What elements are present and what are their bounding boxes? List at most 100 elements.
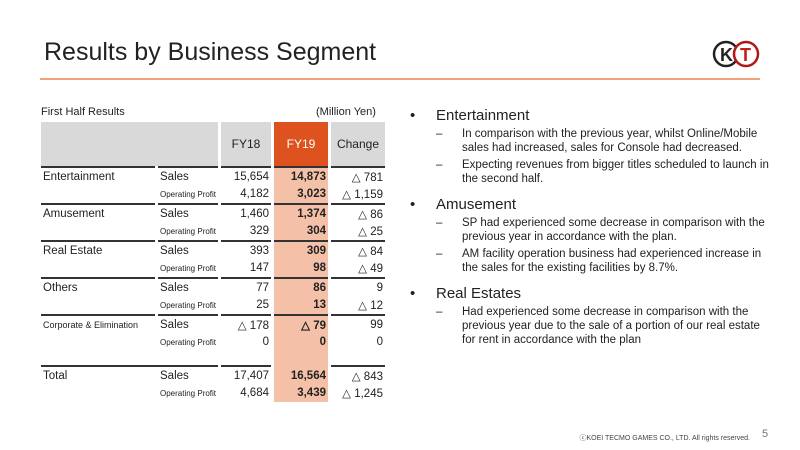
section: • Real Estates – Had experienced some decre… <box>410 285 770 347</box>
metric-label: Sales <box>158 314 218 334</box>
segment-name <box>41 297 155 315</box>
fy19-value: 0 <box>274 333 328 351</box>
fy18-value: 25 <box>256 299 269 312</box>
metric-label: Operating Profit <box>160 189 217 199</box>
item-text: AM facility operation business had exper… <box>462 248 762 274</box>
change-value: △ 1,159 <box>342 189 383 202</box>
segment-name: Others <box>41 277 155 297</box>
table-row: Operating Profit 4,684 3,439 △ 1,245 <box>41 384 385 403</box>
table-row: Amusement Sales 1,460 1,374 △ 86 <box>41 203 385 223</box>
section: • Amusement – SP had experienced some decre… <box>410 196 770 275</box>
section-item: – In comparison with the previous year, w… <box>436 127 770 155</box>
change-value: △ 1,245 <box>342 388 383 401</box>
fy19-value: 86 <box>274 277 328 297</box>
metric-label: Operating Profit <box>160 263 217 273</box>
segment-name <box>41 385 155 403</box>
table-row: Others Sales 77 86 9 <box>41 277 385 297</box>
table-row: Operating Profit 329 304 △ 25 <box>41 222 385 241</box>
header-change: Change <box>331 122 385 166</box>
segment-name <box>41 260 155 278</box>
metric-label: Sales <box>158 277 218 297</box>
table-caption: First Half Results <box>41 106 125 118</box>
svg-text:K: K <box>720 45 733 65</box>
section-heading: Amusement <box>436 196 517 213</box>
page-number: 5 <box>762 428 769 440</box>
fy18-value: 0 <box>262 336 269 349</box>
fy19-value: 309 <box>274 240 328 260</box>
table-header-row: FY18 FY19 Change <box>41 122 385 166</box>
metric-label: Operating Profit <box>160 226 217 236</box>
fy19-value: 1,374 <box>274 203 328 223</box>
segment-name: Total <box>43 369 68 382</box>
table-row: Real Estate Sales 393 309 △ 84 <box>41 240 385 260</box>
fy18-value: 329 <box>249 225 269 238</box>
metric-label: Sales <box>158 240 218 260</box>
section-item: – SP had experienced some decrease in com… <box>436 216 770 244</box>
item-text: SP had experienced some decrease in comp… <box>462 217 765 243</box>
section: • Entertainment – In comparison with the pr… <box>410 107 770 186</box>
metric-label: Operating Profit <box>160 388 217 398</box>
fy18-value: 4,684 <box>240 387 269 400</box>
bullet-icon: • <box>410 196 416 213</box>
segment-name <box>41 334 155 352</box>
change-value: △ 12 <box>358 300 383 313</box>
header-fy18: FY18 <box>221 122 271 166</box>
copyright: ⓒKOEI TECMO GAMES CO., LTD. All rights r… <box>579 435 750 442</box>
segment-name: Real Estate <box>41 240 155 260</box>
table-row: Corporate & Elimination Sales △ 178 △ 79… <box>41 314 385 334</box>
item-text: In comparison with the previous year, wh… <box>462 128 758 154</box>
metric-label: Sales <box>160 369 189 382</box>
fy19-value: 13 <box>274 296 328 314</box>
fy18-value: 4,182 <box>240 188 269 201</box>
table-row: Operating Profit 147 98 △ 49 <box>41 259 385 278</box>
segment-name: Amusement <box>41 203 155 223</box>
table-row: Total Sales 17,407 16,564 △ 843 <box>41 367 385 385</box>
fy19-value: 304 <box>274 222 328 240</box>
fy18-value: 17,407 <box>233 369 269 382</box>
dash-icon: – <box>436 306 443 318</box>
bullet-icon: • <box>410 285 416 302</box>
metric-label: Operating Profit <box>160 300 217 310</box>
koei-tecmo-logo: K T <box>712 40 760 68</box>
commentary: • Entertainment – In comparison with the pr… <box>410 107 770 357</box>
change-value: △ 49 <box>358 263 383 276</box>
change-value: △ 781 <box>331 166 385 186</box>
fy19-value: 14,873 <box>274 166 328 186</box>
section-item: – Expecting revenues from bigger titles s… <box>436 158 770 186</box>
unit-label: (Million Yen) <box>316 106 376 118</box>
section-item: – AM facility operation business had expe… <box>436 247 770 275</box>
fy19-value: 3,439 <box>274 384 328 402</box>
item-text: Expecting revenues from bigger titles sc… <box>462 159 769 185</box>
dash-icon: – <box>436 217 443 229</box>
change-value: 0 <box>376 336 383 349</box>
segment-name: Corporate & Elimination <box>41 314 155 334</box>
svg-text:T: T <box>740 45 751 65</box>
dash-icon: – <box>436 248 443 260</box>
fy18-value: 15,654 <box>221 166 271 186</box>
section-heading: Entertainment <box>436 107 530 124</box>
metric-label: Operating Profit <box>160 337 217 347</box>
fy18-value: 1,460 <box>221 203 271 223</box>
fy19-value: 16,564 <box>274 367 328 385</box>
change-value: 99 <box>331 314 385 334</box>
header-blank <box>41 122 218 166</box>
item-text: Had experienced some decrease in compari… <box>462 306 760 346</box>
segment-name <box>41 223 155 241</box>
fy19-value: △ 79 <box>274 314 328 334</box>
header-fy19: FY19 <box>274 122 328 166</box>
change-value: 9 <box>331 277 385 297</box>
metric-label: Sales <box>158 203 218 223</box>
title-divider <box>40 78 760 80</box>
segment-name <box>41 186 155 204</box>
change-value: △ 84 <box>331 240 385 260</box>
fy19-value: 98 <box>274 259 328 277</box>
table-row: Entertainment Sales 15,654 14,873 △ 781 <box>41 166 385 186</box>
dash-icon: – <box>436 159 443 171</box>
bullet-icon: • <box>410 107 416 124</box>
change-value: △ 25 <box>358 226 383 239</box>
results-table: FY18 FY19 Change Entertainment Sales 15,… <box>38 122 388 402</box>
dash-icon: – <box>436 128 443 140</box>
page-title: Results by Business Segment <box>44 38 377 66</box>
fy18-value: △ 178 <box>221 314 271 334</box>
